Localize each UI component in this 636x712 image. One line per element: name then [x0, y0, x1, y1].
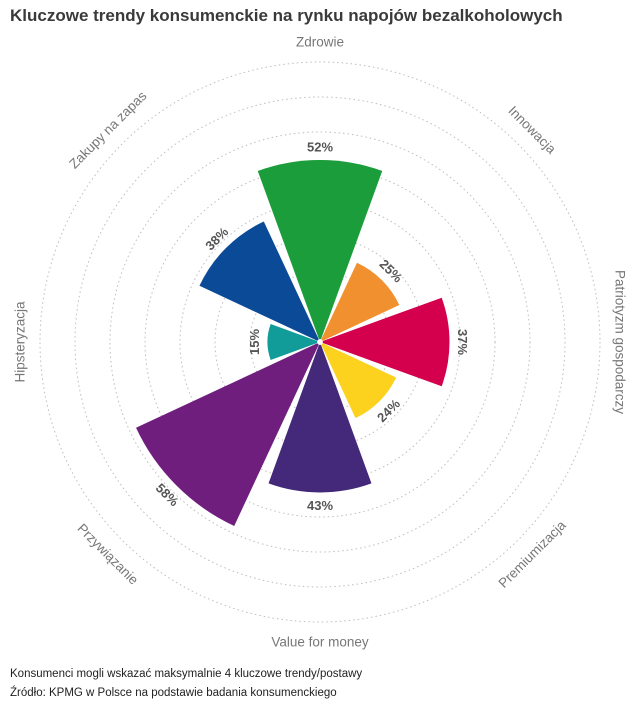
- wedge-value-for-money: [268, 344, 372, 493]
- category-label-hipsteryzacja: Hipsteryzacja: [13, 301, 28, 383]
- wedge-premiumizacja: [321, 343, 397, 419]
- category-label-patriotyzm-gospodarczy: Patriotyzm gospodarczy: [613, 270, 628, 414]
- grid-ring-6: [74, 96, 566, 588]
- polar-chart: 52%25%37%24%43%58%15%38% ZdrowieInnowacj…: [13, 35, 628, 650]
- category-label-przywiazanie: Przywiązanie: [74, 521, 141, 588]
- wedges: [136, 160, 450, 526]
- footnote-source: Źródło: KPMG w Polsce na podstawie badan…: [10, 687, 337, 699]
- wedge-patriotyzm-gospodarczy: [322, 297, 450, 387]
- value-label-hipsteryzacja: 15%: [247, 329, 262, 355]
- grid-ring-5: [109, 131, 531, 553]
- category-labels: Zdrowie Innowacja Patriotyzm gospodarczy Pr…: [13, 35, 628, 650]
- grid-ring-7: [39, 61, 601, 623]
- category-label-zdrowie: Zdrowie: [296, 35, 344, 50]
- wedge-przywiazanie: [136, 343, 319, 526]
- category-label-value-for-money: Value for money: [271, 635, 369, 650]
- category-label-innowacja: Innowacja: [505, 103, 559, 157]
- value-label-value-for-money: 43%: [307, 498, 333, 513]
- wedge-innowacja: [321, 262, 400, 341]
- category-label-premiumizacja: Premiumizacja: [496, 517, 570, 591]
- value-label-zdrowie: 52%: [307, 140, 333, 155]
- wedge-hipsteryzacja: [267, 324, 318, 360]
- wedge-zakupy-na-zapas: [199, 221, 319, 341]
- footnote-respondents: Konsumenci mogli wskazać maksymalnie 4 k…: [10, 668, 363, 680]
- grid-ring-3: [179, 201, 461, 483]
- chart-title: Kluczowe trendy konsumenckie na rynku na…: [10, 6, 563, 25]
- category-label-zakupy-na-zapas: Zakupy na zapas: [66, 88, 149, 171]
- value-label-patriotyzm-gospodarczy: 37%: [455, 329, 470, 355]
- wedge-zdrowie: [257, 160, 383, 340]
